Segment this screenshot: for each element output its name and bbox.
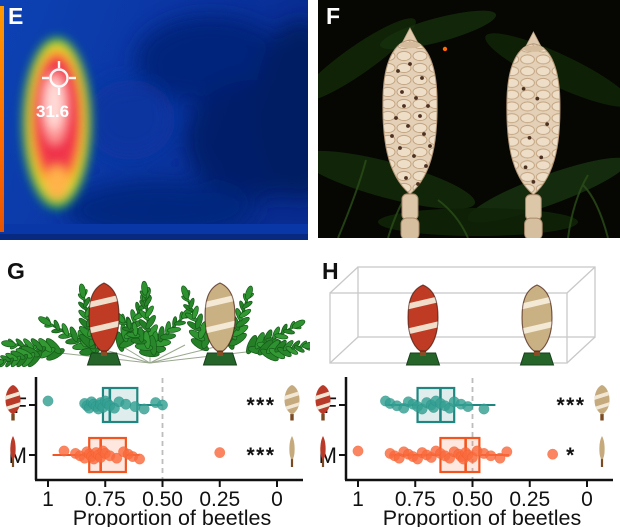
cone-base [519, 352, 555, 366]
x-tick-label: 0.75 [395, 488, 436, 511]
points-F [380, 395, 490, 415]
thermal-hot-cone [22, 37, 92, 209]
x-tick-label: 0 [271, 488, 283, 511]
wireframe-enclosure [329, 266, 596, 364]
x-tick-label: 0.50 [142, 488, 183, 511]
night-photo [318, 0, 620, 238]
tan-female-cone-illustration [519, 284, 555, 366]
points-F [42, 395, 168, 415]
x-axis-title: Proportion of beetles [73, 506, 271, 527]
x-tick-label: 0.25 [509, 488, 550, 511]
cone-base [86, 352, 122, 366]
thermal-bottom-edge [0, 234, 308, 240]
x-tick-label: 0 [581, 488, 593, 511]
fern-frond [181, 285, 212, 352]
cone-base [405, 352, 441, 366]
temperature-reading: 31.6 [36, 102, 69, 121]
cone-base [202, 352, 238, 366]
fern-frond [257, 339, 310, 362]
significance-M: *** [246, 444, 275, 467]
significance-F: *** [556, 394, 585, 417]
red-male-cone-icon [10, 436, 16, 467]
tan-male-cone-icon [289, 436, 295, 467]
panel-g-label: G [7, 258, 25, 284]
points-M [58, 445, 226, 465]
thermal-spot-marker-icon [42, 61, 76, 95]
red-male-cone-icon [320, 436, 326, 467]
beetles-on-cone [390, 62, 432, 186]
fern-frond [0, 345, 43, 368]
panel-f-label: F [326, 3, 341, 29]
red-female-cone-icon [5, 385, 21, 421]
beetles-on-cone [521, 86, 549, 184]
red-female-cone-illustration [86, 282, 122, 366]
tan-female-cone-illustration [202, 282, 238, 366]
thermal-scale-strip [0, 6, 4, 232]
boxplot-panel-h: 1 0.75 0.50 0.25 0 Proportion of beetles F *** M… [310, 375, 620, 527]
significance-F: *** [246, 394, 275, 417]
fern-frond [113, 311, 160, 358]
points-M [352, 445, 559, 465]
thermal-image: 31.6 [0, 0, 308, 240]
enclosure-illustration-box [329, 266, 596, 366]
right-cycad-cone [506, 31, 561, 238]
x-tick-label: 0.75 [85, 488, 126, 511]
red-female-cone-icon [315, 385, 331, 421]
orange-speck [442, 46, 448, 52]
panel-e-label: E [8, 3, 24, 29]
red-female-cone-illustration [405, 284, 441, 366]
significance-M: * [566, 444, 576, 467]
fern-frond [246, 319, 306, 355]
x-axis-title: Proportion of beetles [383, 506, 581, 527]
x-tick-label: 0.25 [199, 488, 240, 511]
x-tick-label: 0.50 [452, 488, 493, 511]
panel-h-label: H [322, 258, 339, 284]
tan-female-cone-icon [284, 385, 300, 421]
left-cycad-cone [382, 27, 438, 238]
thermal-cold-patches [65, 15, 308, 240]
x-tick-label: 1 [42, 488, 54, 511]
habitat-illustration-ferns [0, 280, 310, 368]
tan-male-cone-icon [599, 436, 605, 467]
boxplot-panel-g: 1 0.75 0.50 0.25 0 Proportion of beetles F *** M… [0, 375, 310, 527]
tan-female-cone-icon [594, 385, 610, 421]
x-tick-label: 1 [352, 488, 364, 511]
